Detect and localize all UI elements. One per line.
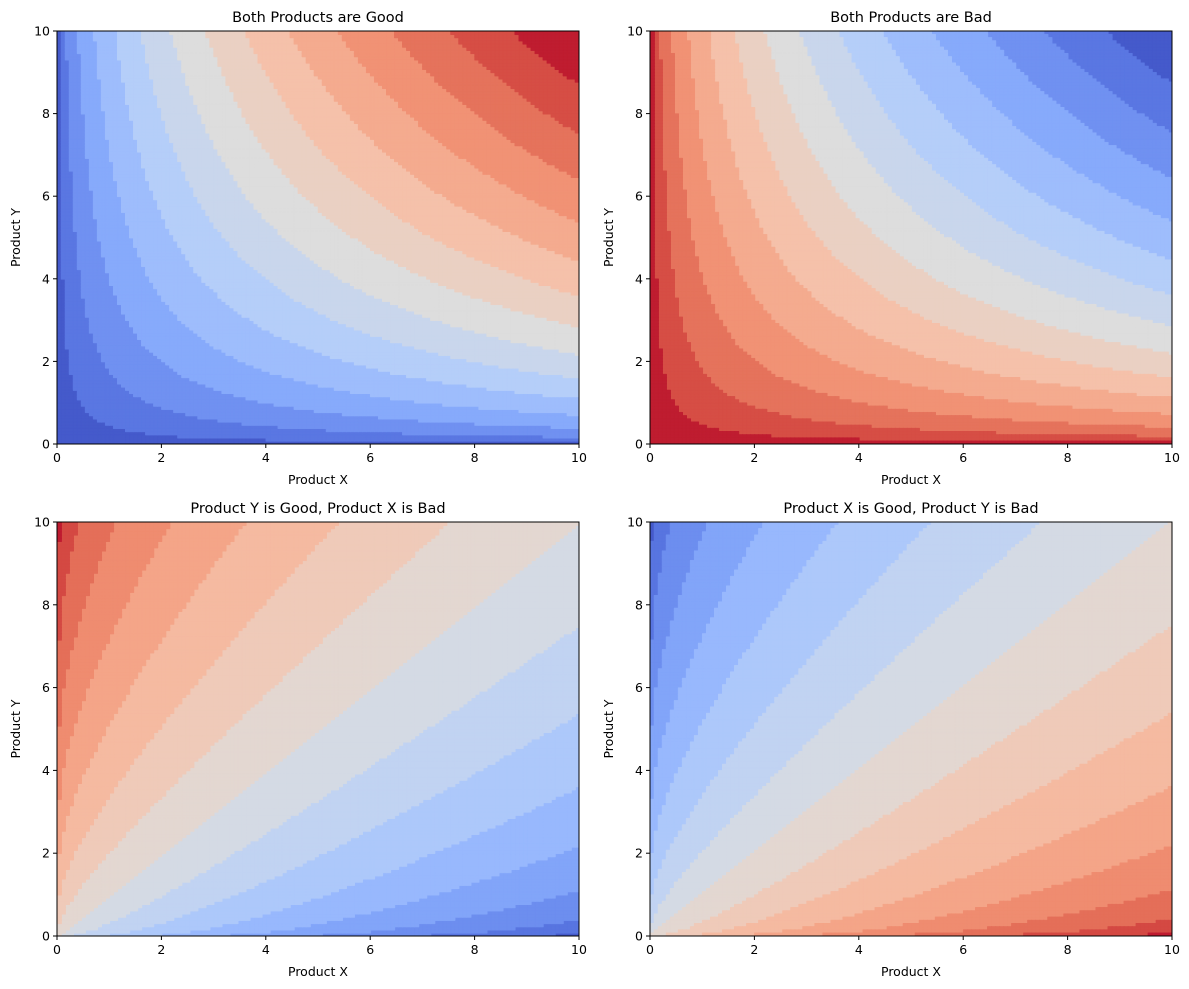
y-tick-label: 10 (34, 24, 50, 39)
panel-title: Both Products are Bad (830, 10, 992, 26)
y-axis-label: Product Y (601, 699, 616, 758)
x-tick-label: 10 (1164, 450, 1180, 465)
x-tick-label: 4 (855, 450, 863, 465)
y-tick-label: 4 (635, 271, 643, 286)
y-tick-label: 2 (42, 846, 50, 861)
x-tick-label: 10 (571, 942, 587, 957)
y-tick-label: 6 (42, 680, 50, 695)
x-axis-label: Product X (288, 964, 348, 979)
y-tick-label: 4 (42, 271, 50, 286)
x-tick-label: 10 (1164, 942, 1180, 957)
x-tick-label: 4 (855, 942, 863, 957)
x-tick-label: 6 (959, 942, 967, 957)
y-tick-label: 8 (635, 106, 643, 121)
y-tick-label: 6 (635, 680, 643, 695)
y-tick-label: 10 (34, 515, 50, 530)
x-axis-label: Product X (288, 472, 348, 487)
y-tick-label: 0 (635, 929, 643, 944)
x-tick-label: 0 (646, 450, 654, 465)
panel-title: Product X is Good, Product Y is Bad (783, 501, 1038, 517)
x-axis-label: Product X (881, 472, 941, 487)
contour-field (650, 31, 1173, 445)
y-tick-label: 4 (42, 763, 50, 778)
x-tick-label: 6 (366, 450, 374, 465)
x-tick-label: 0 (53, 450, 61, 465)
panel-3: 0 2 4 6 8 10 0 2 4 6 8 10 Product Y is Good, Product… (8, 501, 587, 979)
x-tick-label: 8 (1064, 942, 1072, 957)
contour-band (57, 522, 62, 542)
x-tick-label: 0 (53, 942, 61, 957)
y-tick-label: 6 (42, 189, 50, 204)
x-tick-label: 4 (262, 450, 270, 465)
x-tick-label: 4 (262, 942, 270, 957)
y-tick-label: 0 (42, 929, 50, 944)
contour-field (650, 522, 1173, 937)
panel-1: 0 2 4 6 8 10 0 2 4 6 8 10 Both Products are Good Prod… (8, 10, 587, 487)
y-axis-label: Product Y (8, 208, 23, 267)
x-axis-label: Product X (881, 964, 941, 979)
panel-4: 0 2 4 6 8 10 0 2 4 6 8 10 Product X is Good, Product… (601, 501, 1180, 979)
x-tick-label: 2 (157, 450, 165, 465)
x-tick-label: 8 (471, 942, 479, 957)
x-tick-label: 8 (471, 450, 479, 465)
y-tick-label: 6 (635, 189, 643, 204)
x-tick-label: 2 (750, 942, 758, 957)
x-tick-label: 6 (366, 942, 374, 957)
y-axis-label: Product Y (8, 699, 23, 758)
y-tick-label: 8 (42, 106, 50, 121)
x-tick-label: 2 (157, 942, 165, 957)
y-tick-label: 2 (635, 846, 643, 861)
x-tick-label: 0 (646, 942, 654, 957)
x-tick-label: 2 (750, 450, 758, 465)
x-tick-label: 6 (959, 450, 967, 465)
y-tick-label: 4 (635, 763, 643, 778)
y-axis-label: Product Y (601, 208, 616, 267)
x-tick-label: 10 (571, 450, 587, 465)
panel-title: Product Y is Good, Product X is Bad (190, 501, 445, 517)
y-tick-label: 10 (627, 515, 643, 530)
y-tick-label: 2 (42, 354, 50, 369)
y-tick-label: 8 (42, 597, 50, 612)
y-tick-label: 0 (42, 437, 50, 452)
y-tick-label: 10 (627, 24, 643, 39)
y-tick-label: 0 (635, 437, 643, 452)
x-tick-label: 8 (1064, 450, 1072, 465)
y-tick-label: 8 (635, 597, 643, 612)
panel-2: 0 2 4 6 8 10 0 2 4 6 8 10 Both Products are Bad Produ… (601, 10, 1180, 487)
y-tick-label: 2 (635, 354, 643, 369)
contour-field (57, 522, 580, 937)
panel-title: Both Products are Good (232, 10, 404, 26)
contour-field (57, 31, 580, 445)
